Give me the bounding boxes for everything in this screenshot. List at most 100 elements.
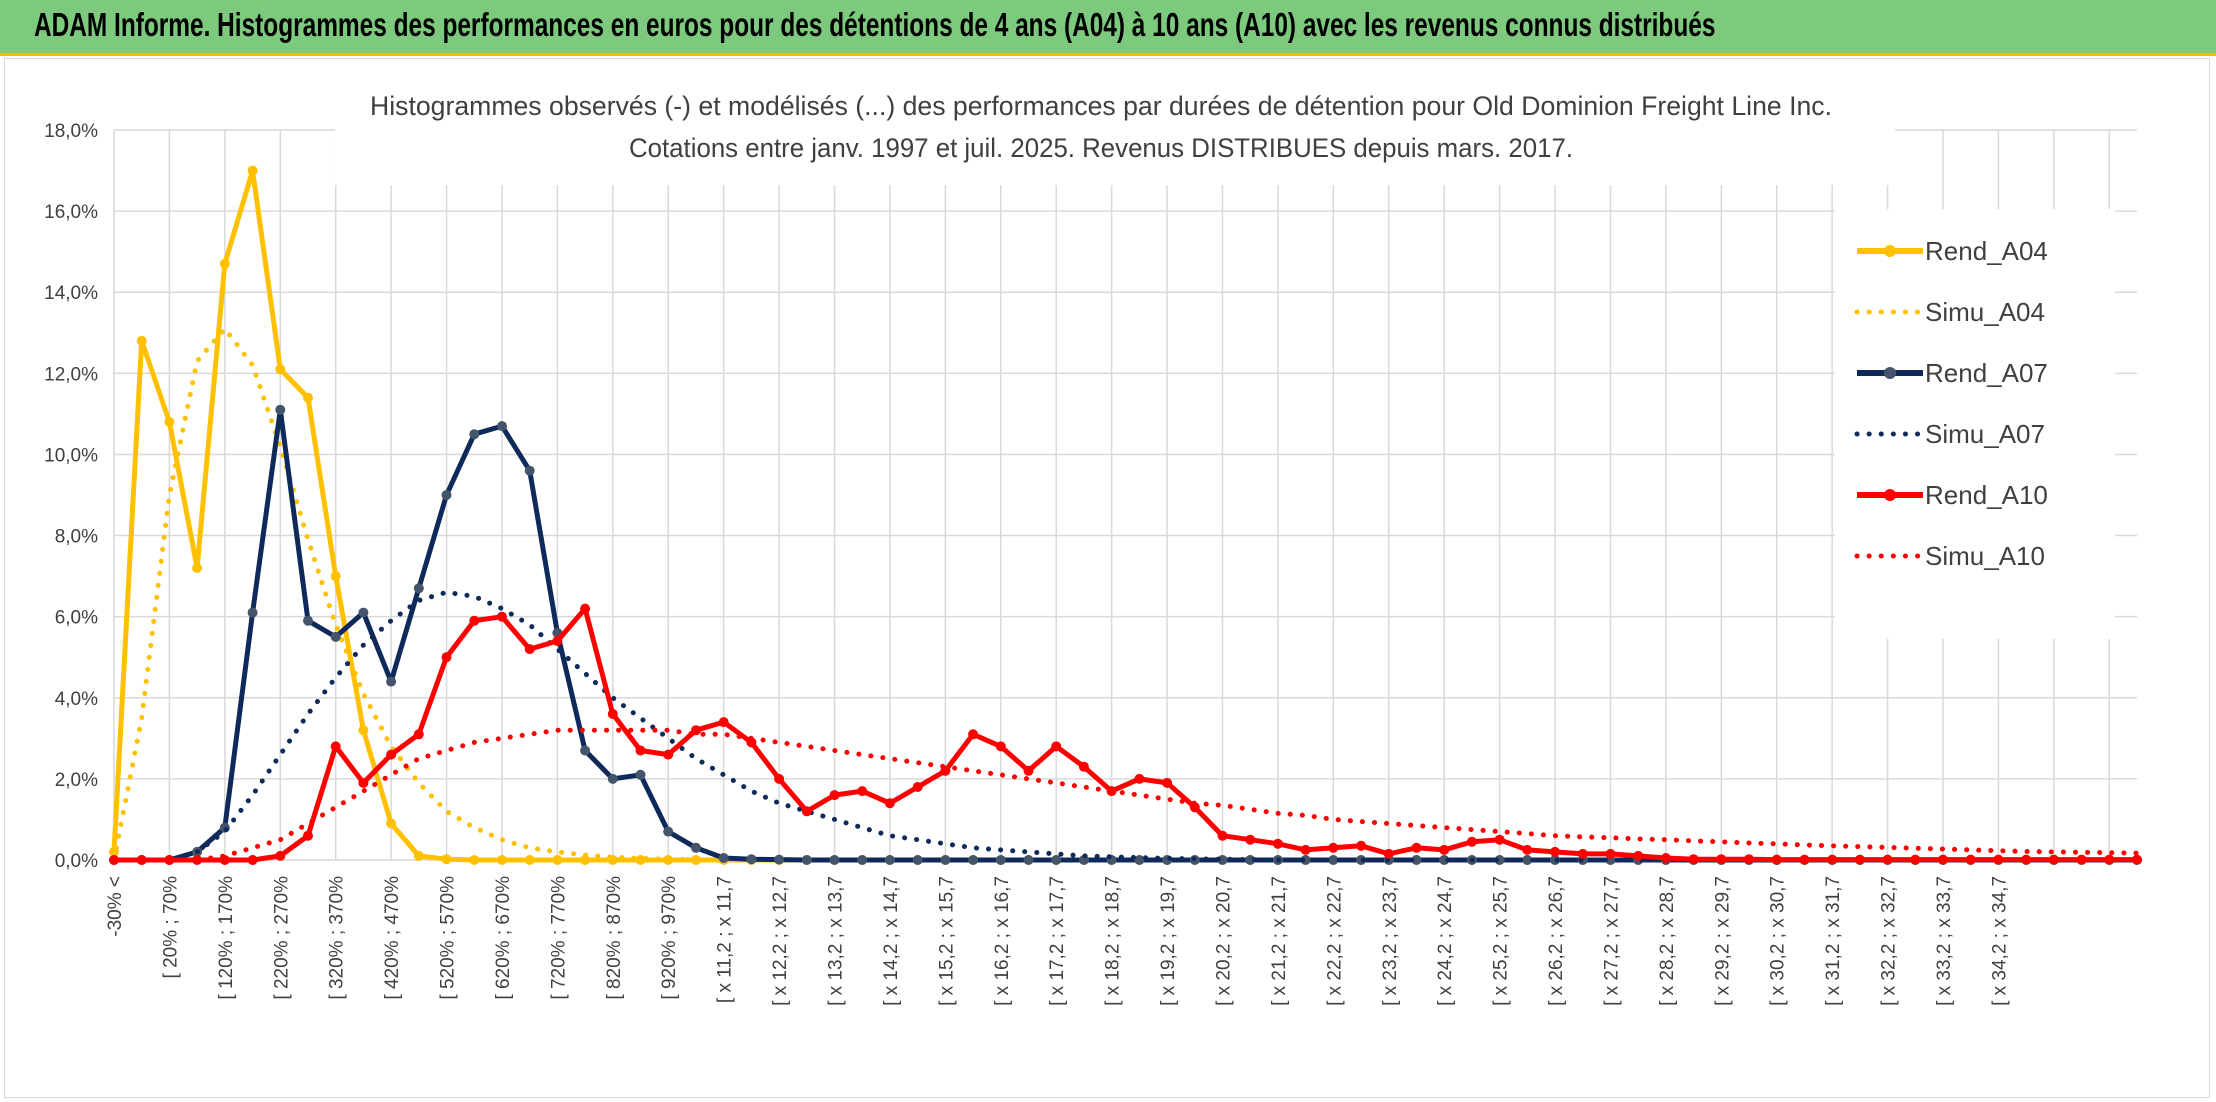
rend-a10-point	[1938, 854, 1948, 865]
rend-a10-point	[524, 644, 535, 655]
rend-a07-point	[718, 853, 729, 863]
rend-a10-point	[1771, 854, 1782, 865]
rend-a07-point	[912, 855, 923, 865]
rend-a10-point	[663, 749, 674, 760]
report-banner: ADAM Informe. Histogrammes des performan…	[0, 0, 2216, 56]
rend-a10-point	[1550, 846, 1560, 857]
rend-a10-point	[1162, 777, 1173, 788]
rend-a10-point	[2021, 854, 2032, 865]
rend-a10-point	[995, 741, 1006, 752]
rend-a07-line	[114, 407, 2137, 863]
legend: Rend_A04 Simu_A04 Rend_A07 Simu_A07 Rend_A10…	[1854, 236, 2048, 571]
rend-a07-point	[330, 631, 341, 642]
rend-a10-point	[1051, 741, 1062, 752]
rend-a10-point	[1217, 830, 1228, 841]
x-tick-label: -30% <	[105, 876, 126, 937]
x-tick-label: [ 920% ; 970%	[659, 876, 680, 1000]
x-tick-label: [ 520% ; 570%	[438, 876, 459, 1000]
x-tick-label: [ x 28,2 ; x 28,7	[1657, 876, 1678, 1006]
rend-a10-point	[330, 741, 341, 752]
rend-a10-point	[968, 729, 979, 740]
rend-a10-point	[275, 850, 286, 861]
rend-a07-point	[801, 855, 812, 865]
rend-a10-point	[1383, 848, 1394, 859]
rend-a10-point	[497, 611, 507, 622]
x-tick-label: [ x 34,2 ; x 34,7	[1989, 876, 2010, 1006]
rend-a10-point	[469, 615, 480, 626]
rend-a10-point	[2132, 854, 2142, 865]
rend-a04-point	[303, 392, 313, 403]
rend-a07-point	[995, 855, 1006, 865]
rend-a07-point	[884, 855, 895, 865]
rend-a10-point	[580, 603, 591, 614]
legend-label: Simu_A10	[1925, 541, 2045, 571]
x-tick-label: [ 20% ; 70%	[160, 876, 181, 979]
rend-a07-point	[1134, 855, 1145, 865]
rend-a10-point	[2104, 854, 2115, 865]
rend-a04-point	[386, 818, 397, 829]
rend-a07-point	[635, 769, 646, 780]
x-tick-label: [ x 22,2 ; x 22,7	[1324, 876, 1345, 1006]
rend-a10-point	[635, 745, 646, 756]
rend-a07-point	[774, 854, 785, 865]
rend-a10-point	[801, 806, 812, 817]
report-title: ADAM Informe. Histogrammes des performan…	[34, 6, 1716, 43]
rend-a10-point	[164, 855, 175, 865]
rend-a10-point	[1605, 848, 1616, 859]
legend-label: Simu_A07	[1925, 419, 2045, 449]
rend-a10-point	[1716, 854, 1727, 865]
rend-a04-point	[247, 165, 258, 176]
rend-a10-point	[303, 830, 313, 841]
rend-a07-point	[1328, 855, 1339, 865]
x-tick-label: [ x 25,2 ; x 25,7	[1491, 876, 1512, 1006]
rend-a07-point	[857, 855, 868, 865]
rend-a07-point	[940, 855, 951, 865]
legend-label: Rend_A04	[1925, 236, 2048, 266]
rend-a07-point	[275, 404, 286, 415]
rend-a04-point	[469, 855, 480, 865]
x-tick-label: [ x 16,2 ; x 16,7	[992, 876, 1013, 1006]
rend-a07-point	[469, 429, 480, 440]
x-tick-label: [ 220% ; 270%	[271, 876, 292, 1000]
rend-a10-point	[1688, 854, 1699, 865]
x-tick-label: [ x 23,2 ; x 23,7	[1380, 876, 1401, 1006]
rend-a07-point	[1051, 855, 1062, 865]
rend-a07-point	[441, 490, 452, 500]
rend-a10-point	[2076, 854, 2087, 865]
rend-a04-point	[136, 335, 147, 346]
x-tick-label: [ x 17,2 ; x 17,7	[1047, 876, 1068, 1006]
rend-a10-point	[1827, 854, 1838, 865]
rend-a10-point	[1744, 854, 1754, 865]
rend-a10-point	[1439, 844, 1450, 855]
x-tick-label: [ x 29,2 ; x 29,7	[1712, 876, 1733, 1006]
y-axis-ticks: 0,0% 2,0% 4,0% 6,0% 8,0% 10,0% 12,0% 14,0% 16,0%…	[44, 121, 98, 872]
rend-a07-point	[746, 854, 757, 865]
rend-a10-point	[1660, 853, 1671, 863]
rend-a10-point	[1134, 773, 1145, 784]
legend-label: Rend_A07	[1925, 358, 2048, 388]
rend-a07-point	[1023, 855, 1034, 865]
rend-a10-point	[1023, 765, 1034, 776]
rend-a10-point	[386, 749, 397, 760]
x-tick-label: [ 320% ; 370%	[327, 876, 348, 1000]
y-tick-label: 12,0%	[44, 364, 98, 385]
rend-a04-point	[552, 855, 563, 865]
rend-a04-point	[497, 855, 507, 865]
y-tick-label: 14,0%	[44, 283, 98, 304]
y-tick-label: 10,0%	[44, 445, 98, 466]
x-tick-label: [ x 27,2 ; x 27,7	[1601, 876, 1622, 1006]
rend-a10-point	[1328, 842, 1339, 853]
rend-a10-point	[1993, 854, 2004, 865]
rend-a10-point	[1577, 848, 1588, 859]
x-axis-ticks: -30% < [ 20% ; 70% [ 120% ; 170% [ 220% ; 2…	[105, 876, 2010, 1006]
chart-subtitle: Cotations entre janv. 1997 et juil. 2025…	[629, 133, 1573, 163]
x-tick-label: [ 620% ; 670%	[493, 876, 514, 1000]
y-tick-label: 18,0%	[44, 121, 98, 142]
x-tick-label: [ x 13,2 ; x 13,7	[826, 876, 847, 1006]
rend-a10-point	[358, 777, 369, 788]
rend-a07-point	[691, 842, 701, 853]
gridlines	[113, 129, 2137, 861]
rend-a07-point	[386, 676, 397, 687]
x-tick-label: [ x 15,2 ; x 15,7	[936, 876, 957, 1006]
rend-a07-point	[663, 826, 674, 837]
